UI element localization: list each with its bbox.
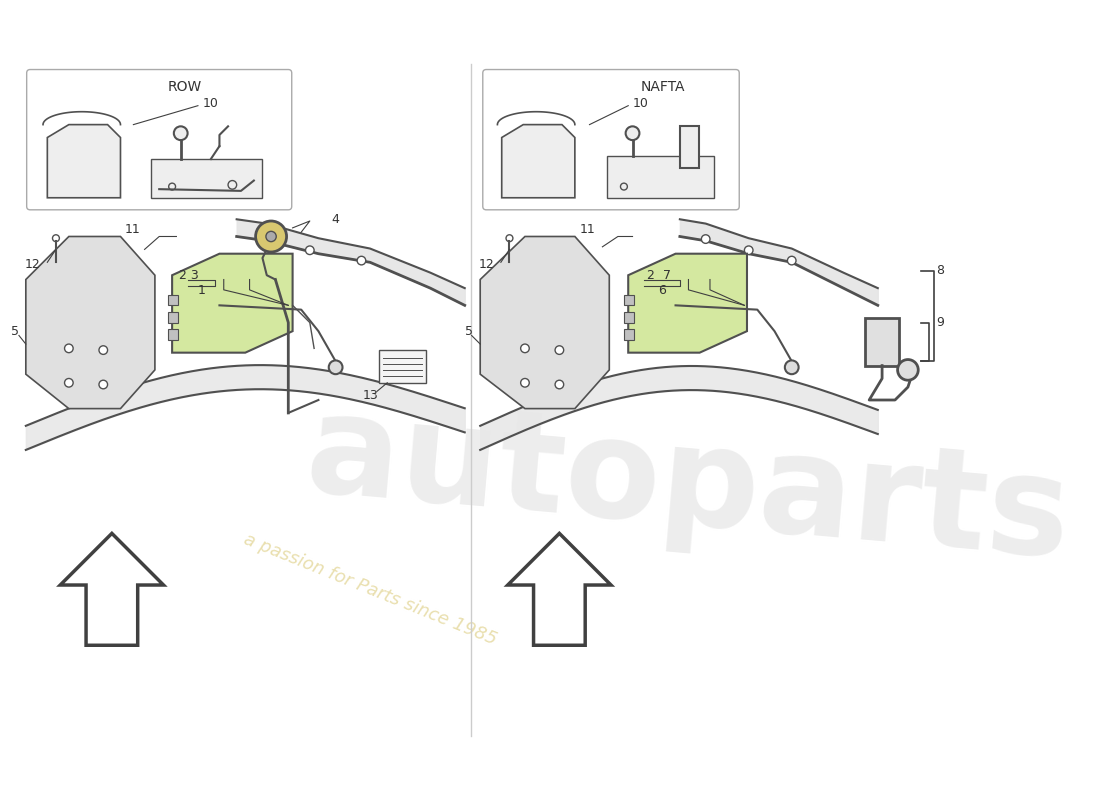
Polygon shape <box>60 534 164 646</box>
Text: 11: 11 <box>580 223 595 236</box>
Text: 11: 11 <box>124 223 141 236</box>
Text: ROW: ROW <box>168 80 202 94</box>
Circle shape <box>99 380 108 389</box>
Polygon shape <box>25 237 155 409</box>
Bar <box>378 350 426 382</box>
Polygon shape <box>502 125 575 198</box>
Text: 9: 9 <box>936 316 944 329</box>
FancyBboxPatch shape <box>26 70 292 210</box>
Polygon shape <box>628 254 747 353</box>
Circle shape <box>898 359 918 380</box>
Text: 5: 5 <box>11 325 20 338</box>
Text: a passion for Parts since 1985: a passion for Parts since 1985 <box>241 530 499 649</box>
Circle shape <box>520 378 529 387</box>
Circle shape <box>263 234 271 243</box>
Circle shape <box>329 361 342 374</box>
Circle shape <box>65 344 73 353</box>
Circle shape <box>520 344 529 353</box>
Bar <box>624 312 635 322</box>
Circle shape <box>556 380 563 389</box>
Text: 2: 2 <box>646 269 653 282</box>
Circle shape <box>255 221 287 252</box>
Bar <box>680 126 698 168</box>
Circle shape <box>174 126 188 140</box>
Circle shape <box>99 346 108 354</box>
Polygon shape <box>481 237 609 409</box>
Text: 7: 7 <box>663 269 671 282</box>
Text: 10: 10 <box>632 97 648 110</box>
Circle shape <box>702 234 710 243</box>
Bar <box>168 312 178 322</box>
Bar <box>168 295 178 306</box>
Circle shape <box>626 126 639 140</box>
Circle shape <box>65 378 73 387</box>
Polygon shape <box>508 534 611 646</box>
Text: NAFTA: NAFTA <box>640 80 685 94</box>
Bar <box>168 330 178 340</box>
Bar <box>624 330 635 340</box>
Polygon shape <box>47 125 121 198</box>
Circle shape <box>556 346 563 354</box>
Bar <box>151 159 263 198</box>
Text: 6: 6 <box>658 284 666 298</box>
Circle shape <box>788 256 796 265</box>
Bar <box>865 318 900 366</box>
Bar <box>624 295 635 306</box>
Text: 4: 4 <box>332 213 340 226</box>
Circle shape <box>784 361 799 374</box>
FancyBboxPatch shape <box>483 70 739 210</box>
Circle shape <box>745 246 754 254</box>
Text: 1: 1 <box>197 284 206 298</box>
Text: 2 3: 2 3 <box>179 269 199 282</box>
Text: 8: 8 <box>936 265 944 278</box>
Text: 12: 12 <box>25 258 41 270</box>
Text: 12: 12 <box>478 258 494 270</box>
Text: 10: 10 <box>202 97 218 110</box>
Text: 5: 5 <box>465 325 473 338</box>
Circle shape <box>306 246 315 254</box>
Bar <box>607 157 714 198</box>
Circle shape <box>358 256 365 265</box>
Polygon shape <box>172 254 293 353</box>
Text: 13: 13 <box>362 389 378 402</box>
Circle shape <box>266 231 276 242</box>
Text: autoparts: autoparts <box>301 386 1076 586</box>
